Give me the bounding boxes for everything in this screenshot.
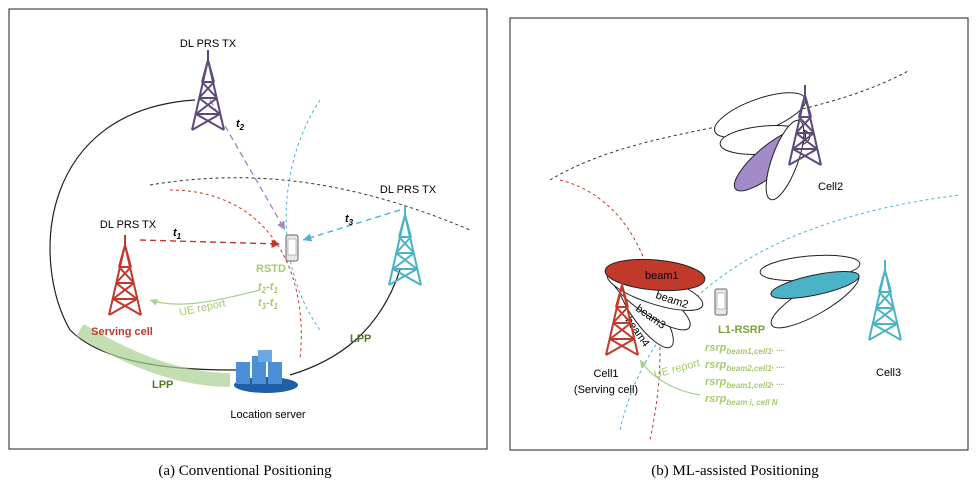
tower-label: DL PRS TX [180, 38, 237, 50]
panel-frame [509, 17, 969, 451]
tower-label: DL PRS TX [100, 219, 157, 231]
arc [285, 99, 321, 331]
serving-cell: Serving cell [91, 326, 153, 338]
report-title: L1-RSRP [718, 324, 765, 336]
rsrp-row: rsrpbeam1,cell2, .... [705, 376, 785, 390]
rsrp-row: rsrpbeam1,cell1, .... [705, 342, 785, 356]
timing: t2 [236, 118, 245, 132]
arc [149, 177, 471, 231]
report-arrow [639, 359, 701, 396]
panel-b: beam1 beam2 beam3 beam4 Cell2 Cell3 Cell… [509, 17, 969, 479]
lpp: LPP [152, 379, 173, 391]
rstd-title: RSTD [256, 263, 286, 275]
caption: (b) ML-assisted Positioning [651, 463, 819, 479]
beams-cell1 [604, 258, 706, 349]
ue [714, 288, 728, 316]
tower-label: DL PRS TX [380, 184, 437, 196]
ue-report: UE report [178, 297, 227, 319]
timing: t3 [345, 213, 354, 227]
lpp-flow [76, 323, 231, 387]
panel-a: DL PRS TX DL PRS TX DL PRS TX t1 t2 t3 R… [8, 8, 488, 479]
serving-note: (Serving cell) [574, 384, 638, 396]
rstd-row: t2-t1 [258, 281, 278, 295]
server [234, 350, 298, 393]
timing: t1 [173, 227, 182, 241]
report-arrow [149, 289, 261, 306]
rsrp-row: rsrpbeam i, cell N [705, 393, 778, 407]
cell-label: Cell3 [876, 367, 901, 379]
beam-label: beam1 [645, 270, 679, 282]
rsrp-row: rsrpbeam2,cell1, .... [705, 359, 785, 373]
rstd-row: t3-t1 [258, 297, 278, 311]
arc [619, 194, 961, 431]
tower [868, 259, 902, 341]
ue [285, 234, 299, 262]
beams-cell3 [759, 254, 861, 329]
tower [108, 234, 142, 316]
lpp: LPP [350, 333, 371, 345]
cell-label: Cell1 [593, 368, 618, 380]
beams-cell2 [714, 92, 811, 201]
tower [191, 49, 225, 131]
caption: (a) Conventional Positioning [158, 463, 332, 479]
link [289, 269, 401, 376]
cell-label: Cell2 [818, 181, 843, 193]
server-label: Location server [230, 409, 306, 421]
arc [169, 189, 302, 361]
tower [388, 204, 422, 286]
signal [302, 209, 401, 242]
panel-frame [8, 8, 488, 450]
signal [139, 239, 281, 248]
